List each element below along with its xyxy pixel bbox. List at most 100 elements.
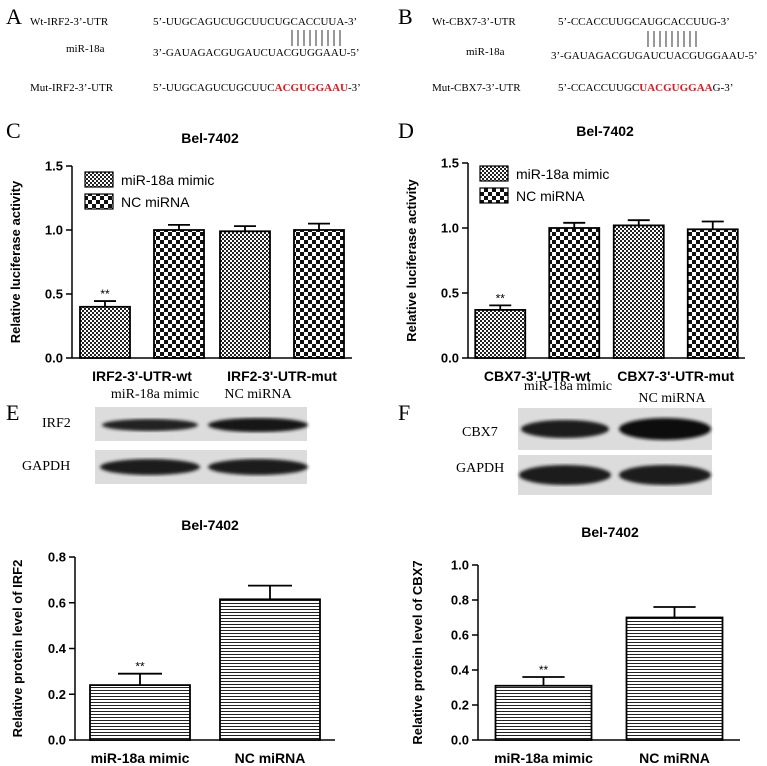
legend-swatch	[479, 165, 509, 182]
y-tick-label: 0.8	[48, 550, 66, 565]
error-bar	[627, 219, 650, 226]
seq-part: 5’-CCACCUUGC	[558, 82, 639, 94]
bar	[153, 229, 205, 359]
y-tick-label: 0.0	[48, 733, 66, 748]
seq-label: Mut-IRF2-3’-UTR	[30, 82, 114, 94]
seq-label: miR-18a	[66, 43, 105, 55]
blot-column: miR-18a mimic	[111, 387, 199, 402]
panel-label: A	[6, 4, 22, 29]
sequence: 5’-UUGCAGUCUGCUUCACGUGGAAU-3’	[153, 82, 361, 94]
error-bar	[522, 676, 565, 686]
blot-column: NC miRNA	[224, 387, 292, 402]
sequence: 5’-CCACCUUGCUACGUGGAAG-3’	[558, 82, 733, 94]
x-tick-label: CBX7-3'-UTR-wt	[484, 368, 591, 384]
bar	[219, 230, 271, 359]
seq-mutation: UACGUGGAA	[639, 82, 712, 94]
legend-label: NC miRNA	[516, 188, 585, 204]
legend-label: miR-18a mimic	[516, 166, 609, 182]
y-tick-label: 0.0	[451, 733, 469, 748]
seq-part: G-3’	[713, 82, 734, 94]
panel-label: E	[6, 400, 19, 425]
sequence: 5’-UUGCAGUCUGCUUCUGCACCUUA-3’	[153, 16, 357, 28]
significance-label: **	[100, 287, 110, 301]
blot-row: IRF2	[42, 416, 71, 431]
chart-title: Bel-7402	[181, 517, 239, 533]
y-tick-label: 0.5	[45, 287, 63, 302]
blot-row: GAPDH	[22, 459, 70, 474]
sequence: 3’-GAUAGACGUGAUCUACGUGGAAU-5’	[153, 47, 360, 59]
y-tick-label: 0.5	[441, 286, 459, 301]
error-bar	[308, 222, 330, 230]
chart-title: Bel-7402	[181, 130, 239, 146]
panel-label: F	[398, 400, 410, 425]
x-tick-label: miR-18a mimic	[91, 750, 190, 766]
x-tick-label: NC miRNA	[639, 750, 710, 766]
bar	[494, 684, 593, 741]
x-tick-label: IRF2-3'-UTR-mut	[227, 368, 337, 384]
blot-column: NC miRNA	[638, 391, 706, 406]
sequence: 5’-CCACCUUGCAUGCACCUUG-3’	[558, 16, 730, 28]
seq-label: Wt-CBX7-3’-UTR	[432, 16, 516, 28]
y-tick-label: 0.0	[45, 351, 63, 366]
y-tick-label: 1.0	[441, 221, 459, 236]
base-pairing	[291, 30, 341, 46]
seq-label: Mut-CBX7-3’-UTR	[432, 82, 521, 94]
blot-image	[518, 408, 712, 495]
error-bar	[234, 225, 256, 232]
bar	[219, 598, 321, 741]
bar	[89, 684, 191, 741]
blot-row: CBX7	[462, 425, 498, 440]
panel-label: D	[398, 118, 414, 143]
significance-label: **	[496, 291, 506, 305]
panel-label: C	[6, 118, 21, 143]
y-tick-label: 0.4	[451, 663, 470, 678]
x-tick-label: NC miRNA	[235, 750, 306, 766]
y-axis-label: Relative protein level of CBX7	[410, 560, 425, 744]
x-tick-label: miR-18a mimic	[494, 750, 593, 766]
seq-part: 5’-UUGCAGUCUGCUUC	[153, 82, 275, 94]
error-bar	[489, 304, 512, 310]
y-tick-label: 0.2	[451, 698, 469, 713]
error-bar	[563, 221, 586, 228]
y-tick-label: 0.8	[451, 593, 469, 608]
error-bar	[94, 300, 116, 307]
y-tick-label: 0.0	[441, 351, 459, 366]
y-axis-label: Relative luciferase activity	[404, 178, 419, 341]
seq-mutation: ACGUGGAAU	[275, 82, 348, 94]
x-tick-label: IRF2-3'-UTR-wt	[92, 368, 192, 384]
significance-label: **	[539, 663, 549, 677]
error-bar	[168, 223, 190, 230]
error-bar	[701, 220, 724, 230]
bar	[548, 227, 601, 359]
legend-swatch	[84, 171, 114, 188]
blot-row: GAPDH	[456, 461, 504, 476]
legend-swatch	[84, 193, 114, 210]
y-tick-label: 0.6	[451, 628, 469, 643]
y-tick-label: 0.2	[48, 687, 66, 702]
base-pairing	[647, 31, 697, 47]
y-tick-label: 1.5	[441, 156, 459, 171]
legend-label: miR-18a mimic	[121, 172, 214, 188]
y-tick-label: 1.0	[45, 223, 63, 238]
chart-title: Bel-7402	[581, 524, 639, 540]
y-tick-label: 0.4	[48, 641, 67, 656]
chart-title: Bel-7402	[576, 123, 634, 139]
bar	[625, 616, 724, 741]
blot-image	[95, 407, 308, 484]
y-tick-label: 1.5	[45, 159, 63, 174]
blot-column: miR-18a mimic	[524, 379, 612, 394]
sequence: 3’-GAUAGACGUGAUCUACGUGGAAU-5’	[551, 50, 758, 62]
y-axis-label: Relative protein level of IRF2	[10, 560, 25, 738]
significance-label: **	[135, 660, 145, 674]
x-tick-label: CBX7-3'-UTR-mut	[617, 368, 734, 384]
bar	[293, 229, 345, 359]
legend-swatch	[479, 187, 509, 204]
panel-label: B	[398, 4, 413, 29]
bar	[686, 228, 739, 359]
bar	[79, 305, 131, 359]
error-bar	[248, 584, 292, 600]
error-bar	[653, 606, 696, 618]
bar	[474, 308, 527, 359]
